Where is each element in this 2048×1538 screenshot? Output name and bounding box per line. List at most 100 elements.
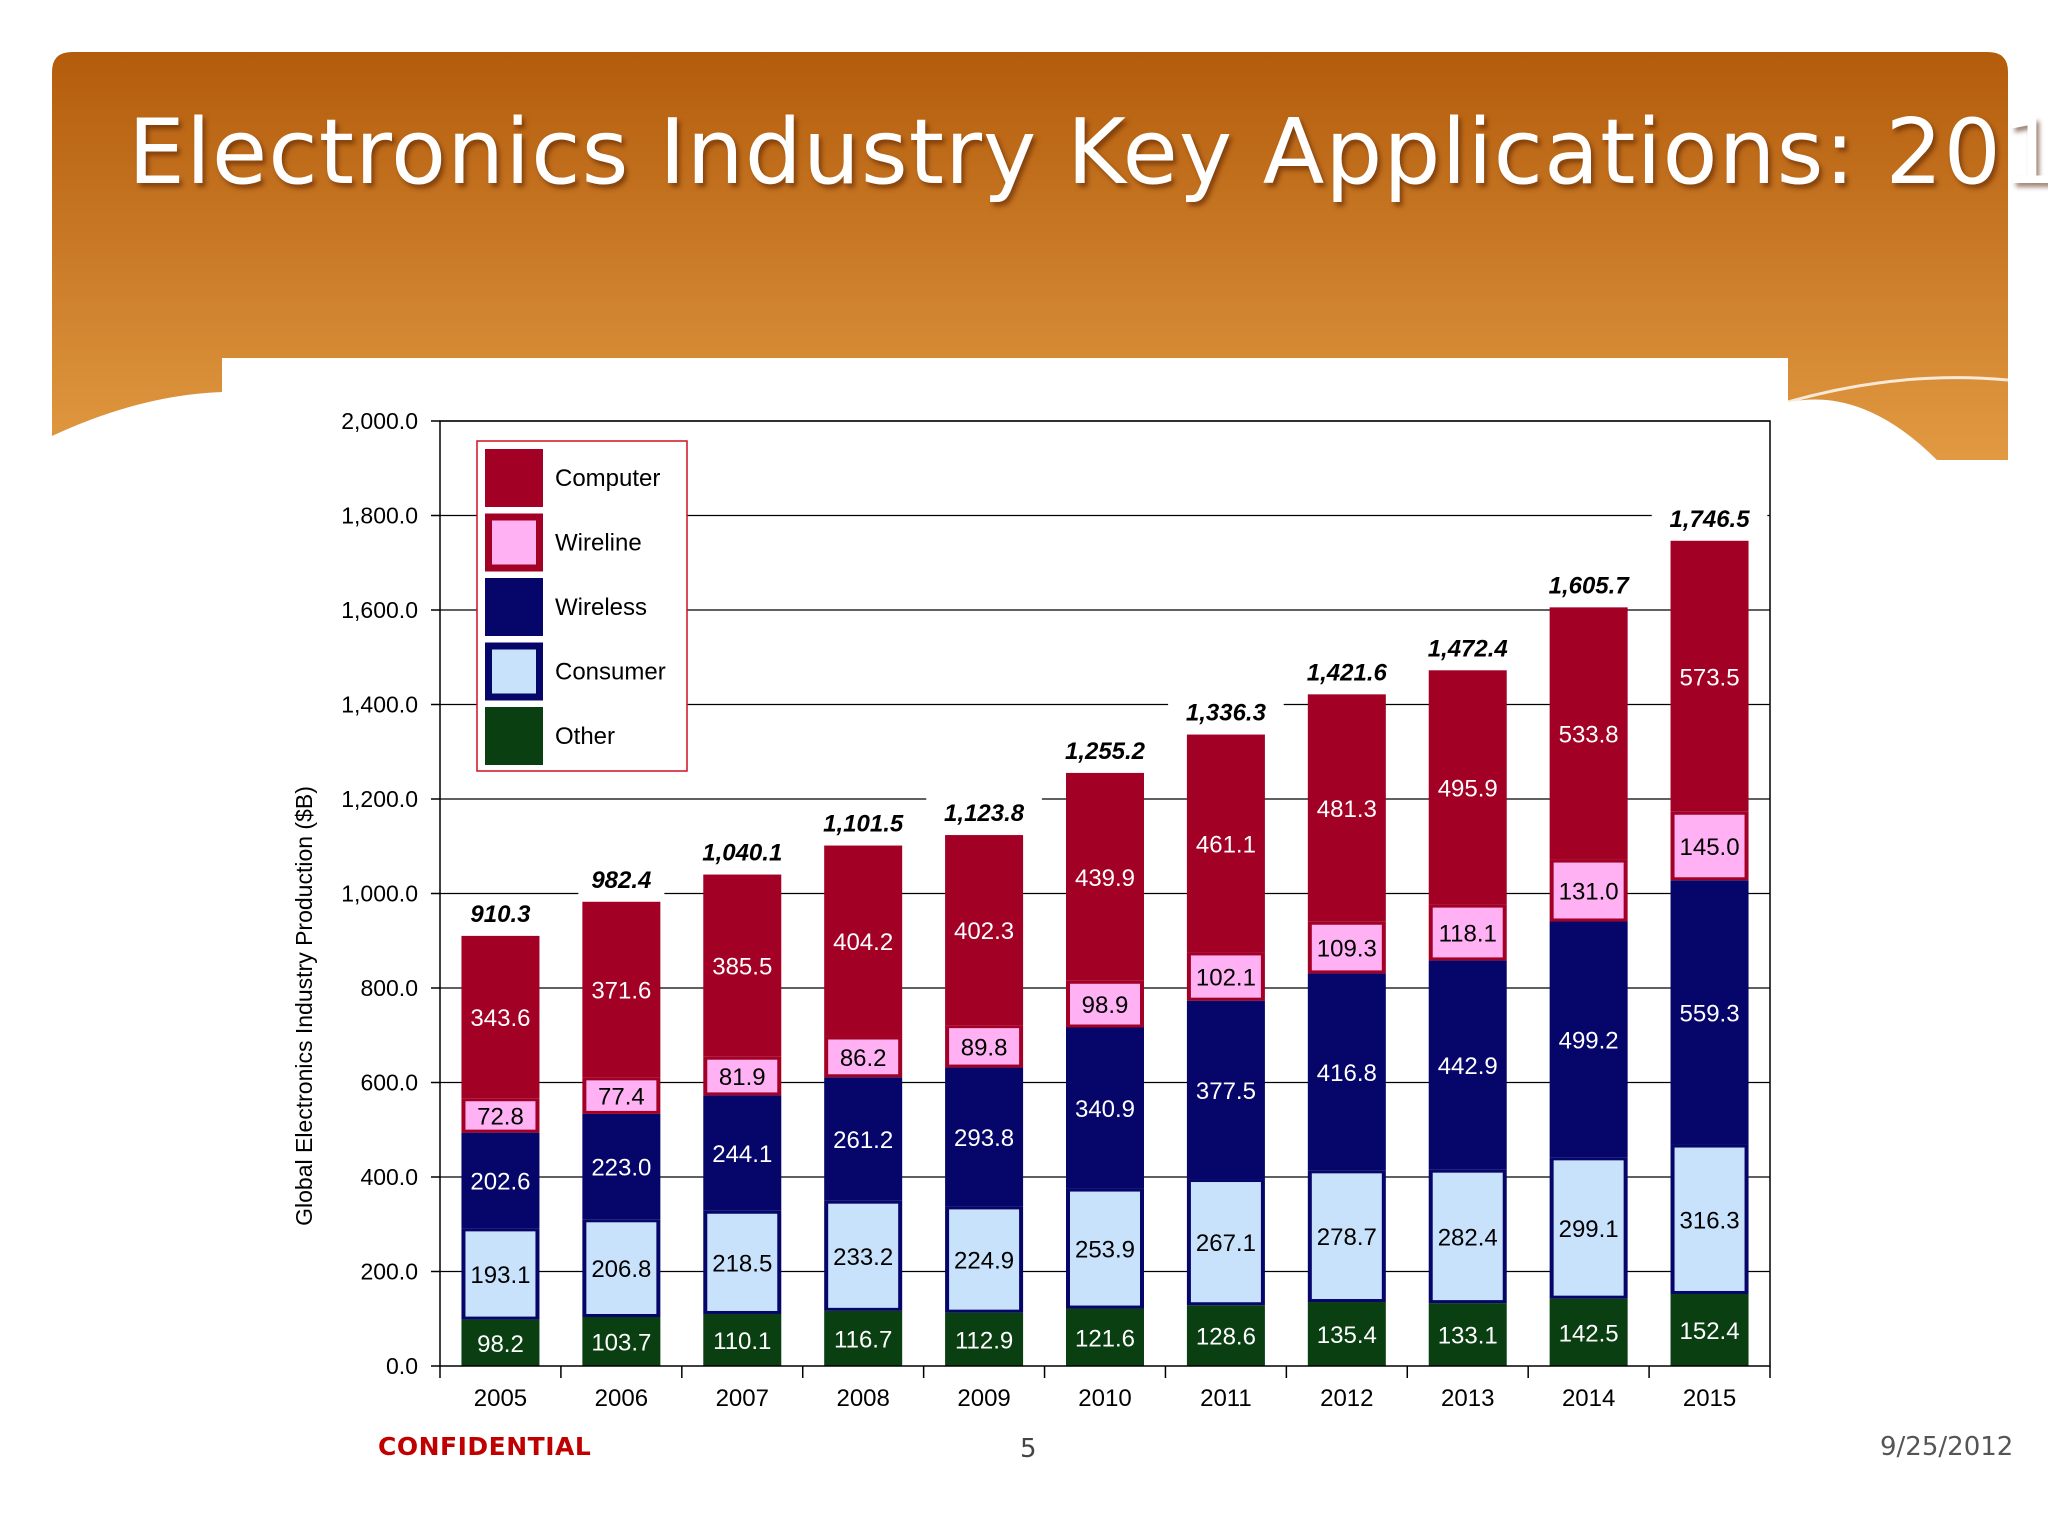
- value-label-other: 116.7: [834, 1326, 892, 1353]
- legend-swatch-consumer: [485, 642, 543, 701]
- value-label-other: 103.7: [591, 1330, 651, 1357]
- legend-swatch-wireless: [485, 578, 543, 636]
- legend-label-computer: Computer: [555, 465, 660, 492]
- value-label-computer: 573.5: [1680, 664, 1740, 691]
- bar-segment-inner-wireline: [949, 1028, 1020, 1065]
- bar-segment-wireless: [703, 1095, 782, 1211]
- legend-swatch-wireline: [485, 513, 543, 572]
- bar-segment-other: [1428, 1303, 1507, 1366]
- bar-segment-wireless: [1307, 973, 1386, 1171]
- total-label-bg: [684, 836, 801, 869]
- header-shape: [52, 52, 2008, 552]
- bar-segment-inner-consumer: [1674, 1147, 1745, 1291]
- bar-segment-wireless: [1670, 880, 1749, 1145]
- total-label-bg: [805, 807, 921, 840]
- value-label-wireless: 202.6: [470, 1168, 530, 1195]
- bar-segment-inner-consumer: [1190, 1182, 1261, 1303]
- value-label-wireless: 499.2: [1559, 1027, 1619, 1054]
- legend-swatch-other: [485, 707, 543, 765]
- value-label-wireline: 109.3: [1317, 936, 1377, 963]
- value-label-consumer: 278.7: [1317, 1224, 1377, 1251]
- stacked-bar-chart: 98.2 193.1 202.6 72.8 343.6 910.3 103.7 206.8 22…: [291, 408, 1771, 1412]
- bar-segment-inner-wireline: [1674, 814, 1745, 878]
- value-label-consumer: 193.1: [470, 1262, 530, 1289]
- total-label: 1,336.3: [1186, 700, 1267, 727]
- legend-swatch-inner: [492, 649, 536, 694]
- bar-segment-inner-wireline: [707, 1059, 778, 1093]
- legend-label-consumer: Consumer: [555, 659, 666, 686]
- value-label-other: 133.1: [1438, 1323, 1498, 1350]
- chart-panel: 98.2 193.1 202.6 72.8 343.6 910.3 103.7 206.8 22…: [222, 358, 1788, 1538]
- total-label-bg: [1651, 502, 1768, 535]
- total-label: 1,040.1: [702, 840, 782, 867]
- bar-segment-computer: [461, 935, 540, 1099]
- page-number: 5: [1020, 1434, 1037, 1464]
- bar-segment-computer: [1428, 670, 1507, 905]
- value-label-consumer: 299.1: [1559, 1216, 1619, 1243]
- bar-segment-computer: [824, 845, 903, 1037]
- x-tick-label: 2006: [595, 1385, 648, 1412]
- y-tick-label: 800.0: [360, 975, 418, 1001]
- value-label-wireline: 86.2: [840, 1045, 887, 1072]
- axis-layer: 0.0 200.0 400.0 600.0 800.0 1,000.0 1,200.0 1,4…: [341, 408, 1771, 1412]
- confidential-label: CONFIDENTIAL: [378, 1432, 592, 1461]
- value-label-other: 152.4: [1680, 1318, 1740, 1345]
- bar-segment-computer: [1066, 772, 1144, 981]
- total-label-bg: [1047, 734, 1163, 767]
- total-label-bg: [1289, 656, 1405, 689]
- bar-segment-inner-wireline: [1311, 924, 1382, 971]
- y-tick-label: 1,000.0: [341, 881, 418, 907]
- legend-label-other: Other: [555, 723, 615, 750]
- bar-stack: 110.1 218.5 244.1 81.9 385.5 1,040.1: [684, 836, 801, 1366]
- y-axis-label: Global Electronics Industry Production (…: [291, 786, 317, 1226]
- legend-label-wireless: Wireless: [555, 594, 647, 621]
- plot-frame: [439, 420, 1771, 1367]
- bar-segment-other: [582, 1317, 661, 1366]
- value-label-computer: 402.3: [954, 918, 1014, 945]
- bar-stack: 112.9 224.9 293.8 89.8 402.3 1,123.8: [926, 797, 1042, 1366]
- slide-date: 9/25/2012: [1880, 1432, 2014, 1462]
- y-tick-label: 0.0: [386, 1353, 418, 1379]
- value-label-wireless: 244.1: [712, 1141, 772, 1168]
- bar-segment-inner-consumer: [1553, 1160, 1624, 1296]
- bar-segment-computer: [945, 835, 1024, 1026]
- value-label-other: 135.4: [1317, 1322, 1377, 1349]
- bar-segment-wireless: [824, 1077, 903, 1201]
- bar-segment-computer: [1307, 694, 1386, 922]
- value-label-wireline: 72.8: [477, 1103, 524, 1130]
- bar-segment-computer: [703, 874, 782, 1057]
- legend-swatch-fill: [485, 578, 543, 636]
- value-label-computer: 385.5: [712, 954, 772, 981]
- value-label-wireless: 377.5: [1196, 1078, 1256, 1105]
- value-label-computer: 439.9: [1075, 865, 1135, 892]
- bar-segment-inner-wireline: [828, 1039, 899, 1075]
- bar-segment-wireless: [1549, 921, 1628, 1158]
- legend-swatch-computer: [485, 449, 543, 507]
- bar-segment-other: [1066, 1308, 1144, 1366]
- bar-segment-inner-consumer: [828, 1203, 899, 1308]
- bar-segment-other: [1549, 1298, 1628, 1366]
- bar-stack: 116.7 233.2 261.2 86.2 404.2 1,101.5: [805, 807, 921, 1366]
- y-tick-label: 200.0: [360, 1259, 418, 1285]
- value-label-computer: 533.8: [1559, 721, 1619, 748]
- bar-segment-inner-wireline: [1190, 955, 1261, 998]
- bar-stack: 98.2 193.1 202.6 72.8 343.6 910.3: [457, 897, 544, 1366]
- value-label-wireline: 118.1: [1439, 921, 1497, 948]
- value-label-computer: 371.6: [591, 978, 651, 1005]
- bar-segment-computer: [1186, 734, 1265, 953]
- bar-segment-computer: [1670, 540, 1749, 812]
- bar-segment-other: [703, 1313, 782, 1366]
- y-tick-label: 1,800.0: [341, 503, 418, 529]
- bar-segment-other: [461, 1319, 540, 1366]
- total-label: 1,746.5: [1670, 506, 1751, 533]
- bar-stack: 142.5 299.1 499.2 131.0 533.8 1,605.7: [1530, 569, 1647, 1366]
- value-label-other: 110.1: [713, 1328, 771, 1355]
- value-label-other: 112.9: [955, 1327, 1013, 1354]
- y-tick-label: 400.0: [360, 1164, 418, 1190]
- bar-segment-other: [1670, 1293, 1749, 1366]
- bar-segment-inner-wireline: [1553, 862, 1624, 919]
- x-tick-label: 2009: [957, 1385, 1010, 1412]
- value-label-wireless: 416.8: [1317, 1060, 1377, 1087]
- value-label-consumer: 267.1: [1196, 1230, 1256, 1257]
- value-label-wireline: 89.8: [961, 1034, 1008, 1061]
